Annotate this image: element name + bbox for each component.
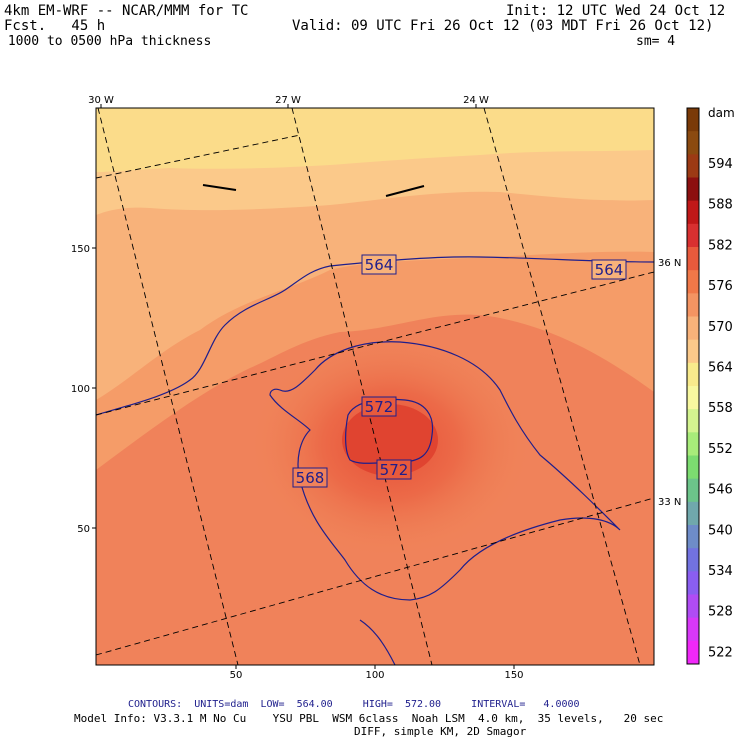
- contour-label: 568: [296, 469, 325, 487]
- legend-swatch: [687, 594, 699, 619]
- diffusion-info: DIFF, simple KM, 2D Smagor: [354, 725, 527, 738]
- legend-swatch: [687, 108, 699, 132]
- smoothing-label: sm= 4: [636, 34, 676, 49]
- x-tick-label: 50: [230, 670, 243, 681]
- legend-frame: [686, 107, 700, 665]
- legend-value: 564: [708, 361, 733, 376]
- wind-barb: [202, 184, 237, 191]
- contour-label: 564: [595, 261, 624, 279]
- axis-ticks: [92, 104, 515, 669]
- y-tick-label: 50: [77, 524, 90, 535]
- legend-swatch: [687, 455, 699, 480]
- legend-swatch: [687, 247, 699, 271]
- legend-swatch: [687, 200, 699, 225]
- field-name: 1000 to 0500 hPa thickness: [0, 34, 212, 49]
- legend-value: 528: [708, 605, 733, 620]
- legend-labels: 594 588 582 576 570 564 558 552 546 540 534 528 522: [708, 157, 733, 660]
- legend-value: 570: [708, 320, 733, 335]
- contour-label: 572: [365, 398, 394, 416]
- contour-info: CONTOURS: UNITS=dam LOW= 564.00 HIGH= 57…: [128, 699, 580, 710]
- contour-label: 572: [380, 461, 409, 479]
- contour-568: [269, 341, 621, 601]
- legend-value: 540: [708, 523, 733, 538]
- model-title: 4km EM-WRF -- NCAR/MMM for TC: [4, 3, 249, 19]
- legend-swatch: [687, 339, 699, 364]
- contour-label: 564: [365, 256, 394, 274]
- legend-swatch: [687, 409, 699, 433]
- model-info: Model Info: V3.3.1 M No Cu YSU PBL WSM 6…: [74, 712, 664, 725]
- legend-swatch: [687, 548, 699, 572]
- lat-label: 33 N: [658, 497, 681, 508]
- legend-swatch: [687, 154, 699, 178]
- legend-value: 552: [708, 442, 733, 457]
- lat-label: 36 N: [658, 258, 681, 269]
- legend-swatch: [687, 362, 699, 387]
- x-tick-label: 150: [504, 670, 523, 681]
- legend-swatch: [687, 525, 699, 549]
- legend-value: 534: [708, 564, 733, 579]
- forecast-hour: Fcst. 45 h: [4, 18, 106, 34]
- init-time: Init: 12 UTC Wed 24 Oct 12: [506, 3, 726, 19]
- warm-core-center: [342, 404, 438, 476]
- legend-value: 582: [708, 238, 733, 253]
- y-tick-label: 100: [71, 384, 90, 395]
- legend-value: 588: [708, 198, 733, 213]
- lon-label: 30 W: [88, 95, 114, 106]
- lon-label: 27 W: [275, 95, 301, 106]
- y-tick-label: 150: [71, 244, 90, 255]
- lon-label: 24 W: [463, 95, 489, 106]
- legend-swatch: [687, 571, 699, 595]
- legend-unit: dam: [708, 106, 735, 120]
- legend-swatch: [687, 478, 699, 503]
- legend-value: 576: [708, 279, 733, 294]
- legend-swatch: [687, 177, 699, 202]
- legend-swatch: [687, 293, 699, 317]
- contour-568-south: [359, 619, 396, 665]
- contour-labels: 564 564 572 572 568: [292, 254, 627, 488]
- contour-564: [96, 256, 654, 416]
- legend-swatch: [687, 386, 699, 410]
- legend-swatch: [687, 432, 699, 456]
- legend-swatch: [687, 270, 699, 294]
- legend-value: 594: [708, 157, 733, 172]
- wind-barb: [385, 185, 425, 197]
- legend-swatch: [687, 640, 699, 665]
- color-legend: [686, 107, 700, 665]
- legend-value: 558: [708, 401, 733, 416]
- legend-swatch: [687, 617, 699, 642]
- valid-time: Valid: 09 UTC Fri 26 Oct 12 (03 MDT Fri …: [292, 18, 714, 34]
- legend-swatch: [687, 223, 699, 248]
- legend-swatch: [687, 501, 699, 526]
- legend-value: 546: [708, 483, 733, 498]
- legend-swatch: [687, 316, 699, 341]
- legend-swatch: [687, 131, 699, 155]
- x-tick-label: 100: [365, 670, 384, 681]
- field-560-fill: [96, 108, 654, 172]
- legend-value: 522: [708, 645, 733, 660]
- graticule: [96, 108, 654, 665]
